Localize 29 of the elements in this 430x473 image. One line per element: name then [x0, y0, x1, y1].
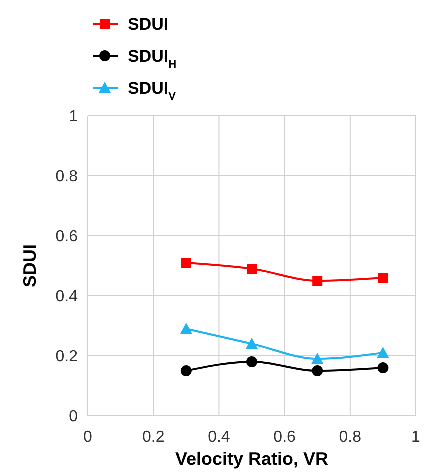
- legend-label: SDUI: [128, 14, 169, 34]
- y-tick-label: 0.8: [56, 168, 78, 186]
- point: [181, 258, 192, 268]
- point: [312, 353, 324, 364]
- y-tick-label: 0.6: [56, 228, 78, 246]
- y-tick-label: 0: [69, 408, 78, 426]
- point: [247, 264, 257, 274]
- x-tick-label: 0.2: [142, 429, 165, 446]
- y-tick-label: 0.2: [56, 348, 78, 366]
- point: [378, 362, 389, 374]
- x-tick-label: 0.4: [208, 429, 230, 446]
- x-tick-label: 0.6: [274, 429, 296, 446]
- point: [246, 356, 258, 368]
- y-tick-label: 1: [69, 108, 78, 126]
- point: [312, 276, 323, 286]
- legend-label: SDUI$_{H}$: [128, 46, 177, 71]
- legend-label: SDUI$_{V}$: [128, 78, 177, 103]
- x-tick-label: 0: [84, 429, 93, 446]
- point: [180, 366, 192, 376]
- x-tick-label: 0.8: [339, 429, 362, 446]
- point: [246, 338, 258, 349]
- y-axis-title: SDUI: [20, 244, 40, 288]
- x-tick-label: 1: [412, 429, 421, 446]
- x-axis-title: Velocity Ratio, VR: [175, 449, 329, 469]
- point: [180, 323, 192, 334]
- point: [378, 273, 388, 283]
- point: [377, 347, 390, 358]
- y-tick-label: 0.4: [56, 288, 78, 306]
- point: [312, 366, 324, 376]
